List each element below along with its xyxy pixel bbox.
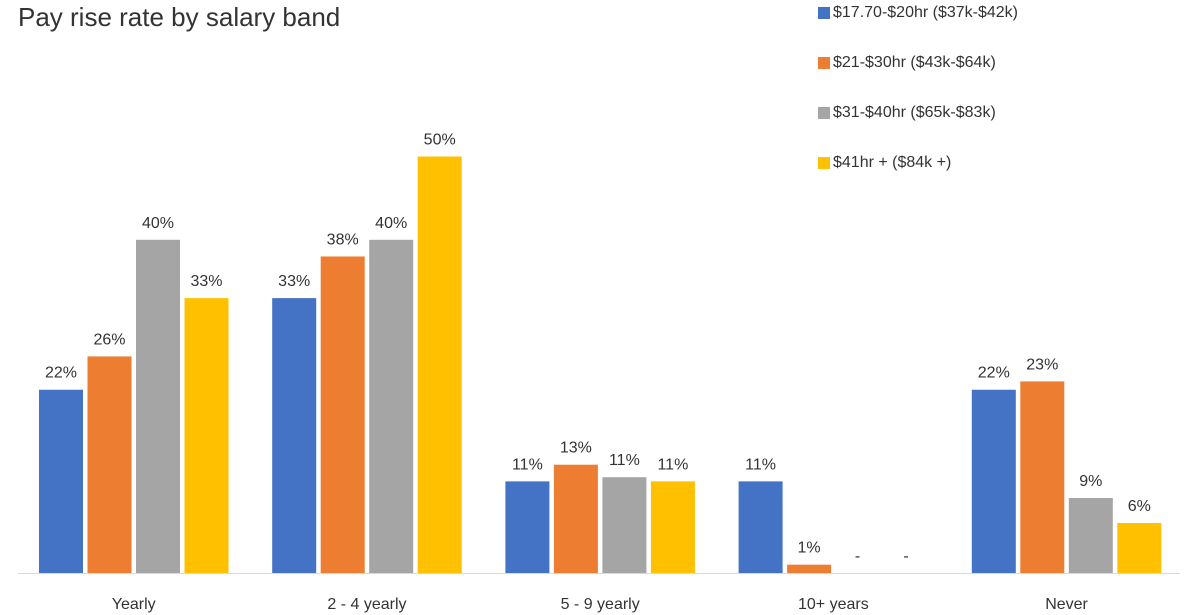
x-tick-label: 10+ years: [798, 596, 869, 613]
bar: [320, 256, 365, 573]
legend-label: $31-$40hr ($65k-$83k): [833, 104, 996, 121]
data-label: 33%: [190, 273, 222, 290]
bar: [553, 464, 598, 573]
data-label: 38%: [327, 231, 359, 248]
bar: [136, 239, 180, 574]
legend-item: $21-$30hr ($43k-$64k): [818, 54, 996, 72]
legend-swatch: [818, 57, 830, 69]
data-label: 23%: [1026, 356, 1058, 373]
legend-label: $17.70-$20hr ($37k-$42k): [833, 4, 1019, 21]
bar: [650, 481, 695, 573]
data-label: 40%: [375, 215, 407, 232]
data-label: 11%: [512, 456, 543, 473]
data-label: -: [903, 548, 908, 565]
bar: [417, 156, 462, 573]
data-label: 6%: [1128, 498, 1151, 515]
data-label: 1%: [798, 540, 821, 557]
bar: [87, 356, 132, 573]
data-label: 22%: [45, 365, 77, 382]
legend-swatch: [818, 157, 830, 169]
bar: [971, 389, 1016, 573]
x-tick-label: 5 - 9 yearly: [561, 596, 640, 613]
bar: [39, 389, 83, 573]
legend-label: $41hr + ($84k +): [833, 154, 952, 171]
data-label: 26%: [93, 331, 125, 348]
data-label: 13%: [560, 440, 592, 457]
legend-label: $21-$30hr ($43k-$64k): [833, 54, 996, 71]
legend-swatch: [818, 107, 830, 119]
data-label: 9%: [1079, 473, 1102, 490]
data-label: 33%: [278, 273, 310, 290]
bar: [272, 298, 317, 573]
bar: [1020, 381, 1065, 573]
bar: [787, 564, 832, 573]
data-label: 11%: [657, 456, 688, 473]
bar: [184, 298, 229, 573]
bar: [505, 481, 550, 573]
data-label: 22%: [978, 365, 1010, 382]
bar: [602, 477, 647, 573]
bar: [1068, 498, 1113, 573]
legend-item: $17.70-$20hr ($37k-$42k): [818, 4, 1018, 22]
data-label: 40%: [142, 215, 174, 232]
chart-title: Pay rise rate by salary band: [18, 2, 341, 32]
data-label: 11%: [609, 452, 640, 469]
data-label: 11%: [745, 456, 776, 473]
bar: [738, 481, 783, 573]
x-tick-label: 2 - 4 yearly: [327, 596, 406, 613]
legend-swatch: [818, 7, 830, 19]
x-tick-label: Yearly: [112, 596, 156, 613]
legend-item: $31-$40hr ($65k-$83k): [818, 104, 996, 122]
bar: [1117, 523, 1162, 573]
x-tick-label: Never: [1045, 596, 1088, 613]
data-label: -: [855, 548, 860, 565]
data-label: 50%: [424, 132, 456, 149]
legend-item: $41hr + ($84k +): [818, 154, 951, 172]
bar: [369, 239, 414, 574]
